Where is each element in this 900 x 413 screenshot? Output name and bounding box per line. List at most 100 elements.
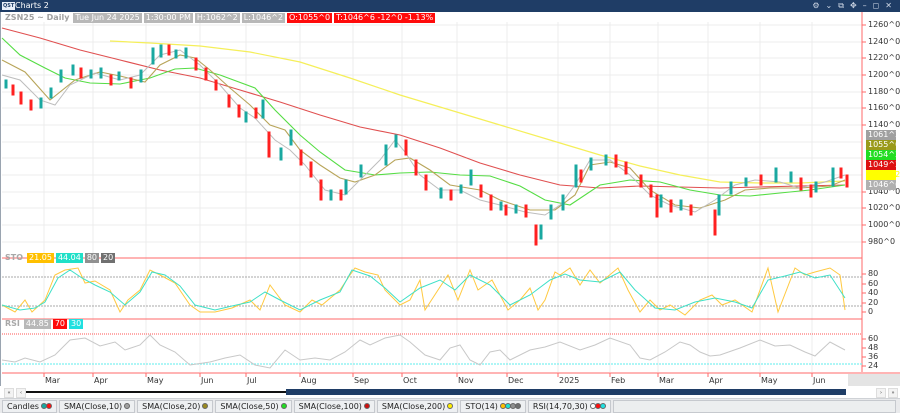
sto-name: STO <box>5 253 24 262</box>
crosshair-icon[interactable]: ✥ <box>849 1 857 10</box>
sma50-color-icon[interactable] <box>280 403 287 409</box>
time-scrollbar[interactable]: « ‹ › » <box>0 386 900 398</box>
sto-lower-color-icon[interactable] <box>514 403 521 409</box>
sma200-color-icon[interactable] <box>447 403 454 409</box>
legend-label: SMA(Close,100) <box>298 401 362 411</box>
sma20-color-icon[interactable] <box>202 403 209 409</box>
legend-sma100[interactable]: SMA(Close,100) <box>293 399 375 413</box>
rsi-tick: 24 <box>868 361 879 370</box>
price-tick: 1220^0 <box>868 53 900 62</box>
sto-upper-chip: 80 <box>84 253 100 263</box>
rsi-tick: 60 <box>868 334 879 343</box>
sto-d-line <box>1 269 846 311</box>
time-tick: Apr <box>709 376 723 385</box>
time-axis-ticks <box>43 373 813 377</box>
sto-tick: 60 <box>868 279 879 288</box>
tag-sma20: 1055^0 <box>866 140 900 150</box>
tag-sma100: 1049^2 <box>866 160 900 170</box>
legend-label: SMA(Close,20) <box>142 401 201 411</box>
sma10-color-icon[interactable] <box>124 403 131 409</box>
scroll-track <box>26 391 286 393</box>
time-tick: May <box>761 376 778 385</box>
legend-candles[interactable]: Candles <box>2 399 57 413</box>
legend-label: STO(14) <box>465 401 498 411</box>
price-tick: 1140^0 <box>868 120 900 129</box>
chevron-down-icon[interactable]: ⌄ <box>825 1 833 10</box>
rsi-name: RSI <box>5 319 20 328</box>
legend-empty-area <box>612 399 896 413</box>
price-tick: 1180^0 <box>868 87 900 96</box>
tag-sma10: 1061^2 <box>866 130 900 140</box>
rsi-tick: 48 <box>868 343 879 352</box>
scroll-next-button[interactable]: › <box>876 388 886 398</box>
legend-sto[interactable]: STO(14) <box>460 399 526 413</box>
close-icon[interactable]: ✕ <box>885 1 892 10</box>
time-tick: May <box>147 376 164 385</box>
legend-sma50[interactable]: SMA(Close,50) <box>215 399 292 413</box>
time-tick: Sep <box>354 376 370 385</box>
time-tick: 2025 <box>559 376 580 385</box>
price-tick: 1200^0 <box>868 70 900 79</box>
tag-last: 1046^6 <box>866 180 900 190</box>
rsi-lower-color-icon[interactable] <box>599 403 606 409</box>
legend-sma20[interactable]: SMA(Close,20) <box>137 399 214 413</box>
legend-sma200[interactable]: SMA(Close,200) <box>376 399 459 413</box>
tag-sma200: 1047^2 <box>866 170 900 180</box>
legend-sma10[interactable]: SMA(Close,10) <box>58 399 136 413</box>
time-axis-corner <box>848 374 900 386</box>
price-tick: 1000^0 <box>868 220 900 229</box>
scroll-first-button[interactable]: « <box>4 388 14 398</box>
legend-label: SMA(Close,50) <box>220 401 279 411</box>
time-tick: Oct <box>403 376 417 385</box>
rsi-header: RSI 44.85 70 30 <box>5 319 84 329</box>
candle-down-color-icon[interactable] <box>45 403 52 409</box>
minimize-icon[interactable]: – <box>862 1 867 10</box>
candles <box>4 44 849 246</box>
link-icon[interactable]: ⧉ <box>838 1 844 10</box>
window-title: Charts 2 <box>15 1 49 10</box>
rsi-upper-chip: 70 <box>52 319 67 329</box>
time-tick: Nov <box>458 376 474 385</box>
rsi-lower-chip: 30 <box>69 319 84 329</box>
legend-label: SMA(Close,200) <box>381 401 446 411</box>
chart-header: ZSN25 ~ Daily Tue Jun 24 2025 1:30:00 PM… <box>5 13 436 23</box>
sto-axis-ticks <box>862 273 866 367</box>
sma20-line <box>1 54 846 211</box>
sto-tick: 80 <box>868 269 879 278</box>
sto-tick: 0 <box>868 307 874 316</box>
app-logo: QST <box>2 2 16 10</box>
time-tick: Mar <box>45 376 61 385</box>
rsi-line <box>1 334 846 369</box>
time-tick: Apr <box>94 376 108 385</box>
open-chip: O:1055^0 <box>287 13 333 23</box>
legend-rsi[interactable]: RSI(14,70,30) <box>527 399 611 413</box>
time-tick: Mar <box>659 376 675 385</box>
price-tick: 1020^0 <box>868 203 900 212</box>
sma100-color-icon[interactable] <box>363 403 370 409</box>
sma100-line <box>1 27 846 189</box>
legend-label: Candles <box>7 401 39 411</box>
price-tick: 1260^0 <box>868 20 900 29</box>
price-tick: 1040^0 <box>868 187 900 196</box>
time-tick: Jul <box>247 376 257 385</box>
sto-d-chip: 44.04 <box>55 253 83 263</box>
scroll-last-button[interactable]: » <box>888 388 898 398</box>
price-tick: 1240^0 <box>868 37 900 46</box>
sto-lower-chip: 20 <box>101 253 116 263</box>
high-chip: H:1062^2 <box>194 13 240 23</box>
scroll-prev-button[interactable]: ‹ <box>16 388 26 398</box>
last-chip: T:1046^6 -12^0 -1.13% <box>334 13 436 23</box>
scroll-thumb[interactable] <box>286 389 846 395</box>
price-axis-ticks <box>862 24 866 243</box>
sto-k-chip: 21.05 <box>27 253 54 263</box>
date-chip: Tue Jun 24 2025 <box>73 13 142 23</box>
restore-icon[interactable]: ◻ <box>872 1 880 10</box>
time-tick: Feb <box>611 376 626 385</box>
time-tick: Jun <box>201 376 214 385</box>
window-titlebar: QST Charts 2 ⚙ ⌄ ⧉ ✥ – ◻ ✕ <box>0 0 900 12</box>
gear-icon[interactable]: ⚙ <box>812 1 820 10</box>
legend-label: SMA(Close,10) <box>63 401 123 411</box>
sto-tick: 40 <box>868 288 879 297</box>
sma50-line <box>1 37 846 206</box>
